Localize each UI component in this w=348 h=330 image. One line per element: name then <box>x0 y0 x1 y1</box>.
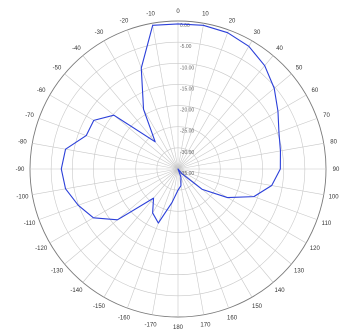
grid-spoke <box>177 55 274 170</box>
grid-spoke <box>103 168 179 298</box>
radial-tick-label: -10.00 <box>180 65 194 71</box>
grid-spoke <box>127 29 179 170</box>
radial-labels: 0.00 -5.00 -10.00 -15.00 -20.00 -25.00 -30.00 -… <box>180 23 194 177</box>
grid-spoke <box>49 168 179 244</box>
grid-spoke <box>32 143 179 170</box>
angle-tick-label: 170 <box>200 323 211 329</box>
grid-spoke <box>49 94 179 170</box>
grid-spoke <box>177 168 253 298</box>
angle-tick-label: 80 <box>330 140 337 146</box>
grid-spoke <box>177 23 204 170</box>
angle-tick-label: -60 <box>37 88 46 94</box>
radial-tick-label: -30.00 <box>180 150 194 156</box>
angle-tick-label: 150 <box>252 304 263 310</box>
angle-tick-label: 180 <box>173 325 184 330</box>
angle-tick-label: 70 <box>323 113 330 119</box>
angle-tick-label: -130 <box>51 269 64 275</box>
radial-tick-label: -35.00 <box>180 171 194 177</box>
polar-grid <box>29 20 327 318</box>
angle-tick-label: 10 <box>202 11 209 17</box>
grid-spoke <box>82 168 179 283</box>
grid-spoke <box>127 168 179 309</box>
grid-spoke <box>177 94 307 170</box>
grid-spoke <box>177 143 324 170</box>
angle-tick-label: 130 <box>294 269 305 275</box>
grid-spoke <box>152 23 179 170</box>
grid-spoke <box>177 168 229 309</box>
grid-spoke <box>177 40 253 170</box>
angle-tick-label: 140 <box>275 288 286 294</box>
angle-tick-label: 30 <box>254 30 261 36</box>
grid-spoke <box>38 118 179 170</box>
grid-spoke <box>152 168 179 315</box>
grid-spoke <box>177 168 318 220</box>
angle-tick-label: 160 <box>227 315 238 321</box>
angle-tick-label: -70 <box>25 113 34 119</box>
angle-tick-label: -30 <box>95 30 104 36</box>
radial-tick-label: -25.00 <box>180 129 194 135</box>
radial-tick-label: 0.00 <box>180 23 190 29</box>
grid-spoke <box>177 29 229 170</box>
angle-tick-label: 100 <box>329 194 340 200</box>
grid-spoke <box>82 55 179 170</box>
angle-tick-label: 40 <box>276 46 283 52</box>
grid-spoke <box>38 168 179 220</box>
angle-tick-label: -160 <box>118 315 131 321</box>
angle-tick-label: 0 <box>176 9 180 15</box>
grid-spoke <box>103 40 179 170</box>
radial-tick-label: -15.00 <box>180 86 194 92</box>
grid-spoke <box>177 168 204 315</box>
series-line <box>60 23 281 224</box>
angle-tick-label: -170 <box>145 323 158 329</box>
angle-tick-label: -10 <box>146 11 155 17</box>
angle-labels: 0 10 20 30 40 50 60 70 80 90 100 110 120 130 140 150 160… <box>16 9 340 330</box>
grid-spoke <box>177 168 307 244</box>
angle-tick-label: -100 <box>16 194 29 200</box>
angle-tick-label: -50 <box>53 65 62 71</box>
angle-tick-label: -80 <box>18 140 27 146</box>
angle-tick-label: -90 <box>16 167 25 173</box>
angle-tick-label: -140 <box>70 288 83 294</box>
grid-spoke <box>177 118 318 170</box>
radial-tick-label: -20.00 <box>180 108 194 114</box>
angle-tick-label: 60 <box>311 88 318 94</box>
angle-tick-label: 120 <box>310 246 321 252</box>
grid-spoke <box>177 168 274 283</box>
angle-tick-label: -20 <box>120 19 129 25</box>
angle-tick-label: -110 <box>24 221 36 227</box>
angle-tick-label: 20 <box>229 19 236 25</box>
angle-tick-label: -40 <box>72 46 81 52</box>
grid-spoke <box>177 168 324 195</box>
grid-spoke <box>32 168 179 195</box>
grid-spoke <box>177 73 292 170</box>
pattern-series <box>60 23 281 224</box>
angle-tick-label: -120 <box>35 246 48 252</box>
angle-tick-label: -150 <box>93 304 106 310</box>
grid-spoke <box>64 168 179 265</box>
angle-tick-label: 50 <box>296 65 303 71</box>
angle-tick-label: 110 <box>322 221 332 227</box>
grid-spoke <box>64 73 179 170</box>
radial-tick-label: -5.00 <box>180 44 192 50</box>
angle-tick-label: 90 <box>333 167 340 173</box>
